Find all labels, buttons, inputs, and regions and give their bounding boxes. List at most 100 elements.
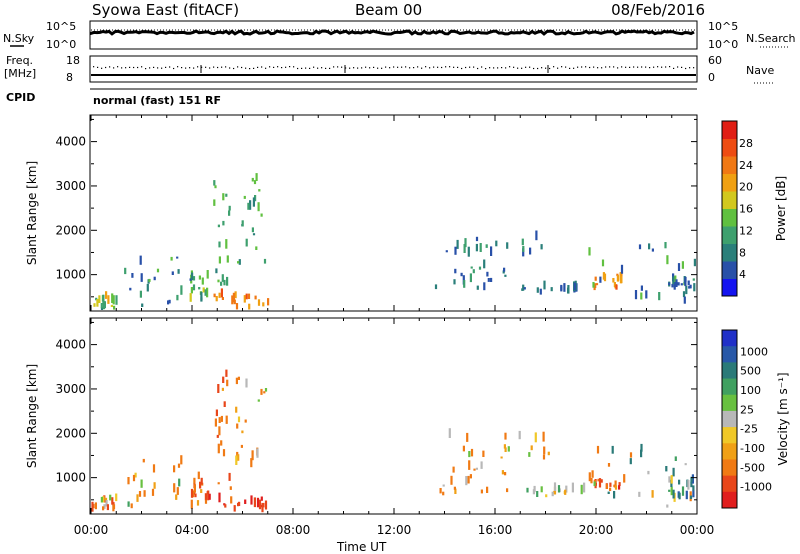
heatmap-cell [94, 502, 97, 510]
heatmap-cell [619, 272, 622, 281]
nave-point [353, 67, 355, 69]
heatmap-cell [267, 298, 270, 306]
nave-point [429, 67, 431, 69]
nave-point [513, 66, 515, 68]
nave-point [409, 67, 411, 69]
cpid-value: normal (fast) 151 RF [93, 94, 221, 107]
nave-point [645, 66, 647, 68]
heatmap-cell [647, 470, 650, 475]
heatmap-cell [486, 271, 489, 277]
heatmap-cell [226, 379, 229, 387]
nave-point [549, 67, 551, 70]
heatmap-cell [596, 445, 600, 454]
nave-point [521, 67, 523, 69]
heatmap-cell [638, 491, 641, 497]
heatmap-cell [692, 278, 695, 281]
heatmap-cell [485, 244, 488, 248]
colorbar-tick-label: 8 [739, 246, 746, 259]
noise-panel-frame [89, 20, 698, 50]
nave-point [273, 66, 275, 68]
nave-point [369, 67, 371, 69]
nave-point [133, 66, 135, 69]
heatmap-cell [199, 481, 202, 489]
nave-point [441, 66, 443, 69]
nave-point [545, 67, 547, 69]
colorbar-swatch [722, 362, 737, 380]
nave-point [173, 67, 175, 70]
heatmap-cell [258, 189, 261, 192]
heatmap-cell [91, 501, 94, 512]
nave-point [285, 66, 287, 68]
nave-point [365, 66, 367, 68]
nave-point [565, 66, 567, 68]
heatmap-cell [217, 384, 220, 393]
heatmap-cell [450, 475, 453, 485]
heatmap-cell [201, 277, 204, 285]
heatmap-cell [466, 432, 469, 442]
heatmap-cell [112, 505, 115, 512]
heatmap-cell [247, 293, 251, 299]
heatmap-cell [218, 256, 221, 264]
heatmap-cell [220, 415, 223, 422]
nave-point [689, 67, 691, 69]
heatmap-cell [540, 486, 543, 493]
heatmap-cell [468, 451, 471, 458]
colorbar-swatch [722, 191, 737, 209]
heatmap-cell [487, 278, 490, 282]
heatmap-cell [111, 497, 114, 505]
nave-point [609, 66, 611, 68]
nave-point [593, 66, 595, 68]
heatmap-cell [190, 488, 194, 498]
heatmap-cell [640, 292, 643, 300]
nave-point [237, 66, 239, 68]
nave-point [129, 66, 131, 68]
heatmap-cell [136, 494, 139, 502]
nave-point [385, 66, 387, 68]
nave-trace [93, 65, 695, 73]
nave-tick-bottom: 0 [708, 71, 715, 84]
heatmap-cell [103, 500, 106, 503]
heatmap-cell [190, 287, 193, 294]
nave-point [653, 66, 655, 68]
nave-point [169, 66, 171, 68]
heatmap-cell [103, 504, 106, 509]
heatmap-cell [204, 499, 208, 504]
colorbar-tick-label: -25 [740, 423, 758, 436]
nave-point [357, 67, 359, 69]
heatmap-cell [454, 268, 457, 274]
velocity-colorbar: 1000 500 100 25 -25 -100 -500 -1000 Velocity [m … [721, 329, 790, 509]
heatmap-cell [684, 280, 687, 287]
heatmap-cell [677, 282, 680, 286]
heatmap-cell [664, 242, 667, 249]
heatmap-cell [243, 295, 246, 303]
power-colorbar: 4 8 12 16 20 24 28 Power [dB] [721, 120, 788, 297]
heatmap-cell [232, 292, 235, 303]
nave-point [641, 66, 643, 68]
heatmap-cell [605, 484, 608, 489]
heatmap-cell [553, 490, 556, 494]
nave-point [93, 66, 95, 68]
heatmap-cell [593, 481, 596, 487]
heatmap-cell [629, 452, 633, 458]
x-tick-label: 08:00 [276, 523, 311, 537]
heatmap-cell [213, 199, 216, 206]
colorbar-tick-label: 12 [739, 224, 753, 237]
heatmap-cell [528, 452, 531, 457]
nave-point [477, 67, 479, 70]
heatmap-cell [139, 290, 142, 298]
heatmap-cell [692, 490, 695, 498]
heatmap-cell [583, 482, 586, 493]
heatmap-cell [132, 474, 136, 482]
heatmap-cell [470, 266, 473, 269]
heatmap-cell [231, 295, 234, 305]
velocity-panel: 1000 2000 3000 4000 Slant Range [km] [25, 317, 698, 515]
heatmap-cell [434, 284, 438, 290]
heatmap-cell [522, 246, 525, 252]
heatmap-cell [542, 431, 545, 442]
heatmap-cell [460, 272, 463, 277]
heatmap-cell [521, 238, 524, 246]
colorbar-tick-label: 1000 [740, 345, 768, 358]
heatmap-cell [191, 272, 194, 281]
colorbar-tick-label: 16 [739, 203, 753, 216]
heatmap-cell [672, 276, 675, 285]
